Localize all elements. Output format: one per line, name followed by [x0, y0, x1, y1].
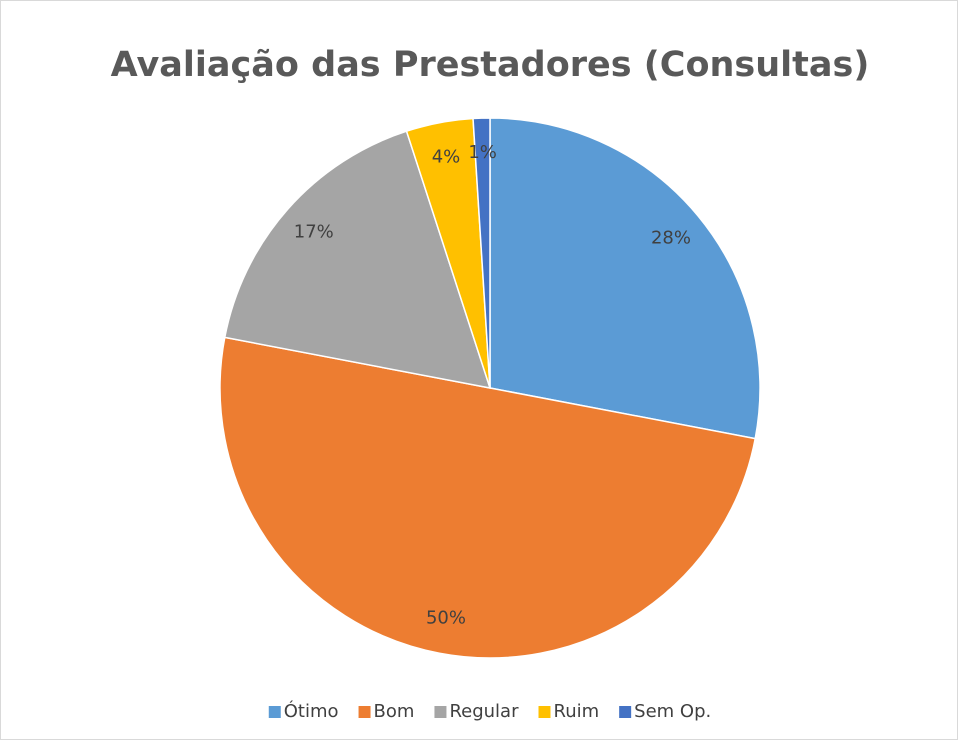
legend-label: Ruim [554, 701, 600, 722]
legend-swatch [434, 706, 447, 718]
legend-label: Regular [449, 701, 519, 722]
legend-label: Ótimo [284, 700, 339, 722]
pie-slice [472, 117, 491, 389]
pie-slice [489, 117, 761, 440]
pie-slice [223, 130, 492, 389]
legend-swatch [358, 706, 371, 718]
pie-slice [219, 336, 757, 659]
data-label: 28% [651, 227, 691, 248]
legend-swatch [268, 706, 281, 718]
data-label: 50% [426, 608, 466, 629]
data-label: 17% [294, 222, 334, 243]
data-label: 1% [468, 142, 497, 163]
legend-label: Sem Op. [634, 701, 711, 722]
legend-swatch [538, 706, 551, 718]
legend-label: Bom [374, 701, 415, 722]
legend: Ótimo Bom Regular Ruim Sem Op. [268, 700, 711, 722]
legend-swatch [619, 706, 632, 718]
data-label: 4% [432, 146, 461, 167]
chart-title: Avaliação das Prestadores (Consultas) [111, 45, 870, 85]
